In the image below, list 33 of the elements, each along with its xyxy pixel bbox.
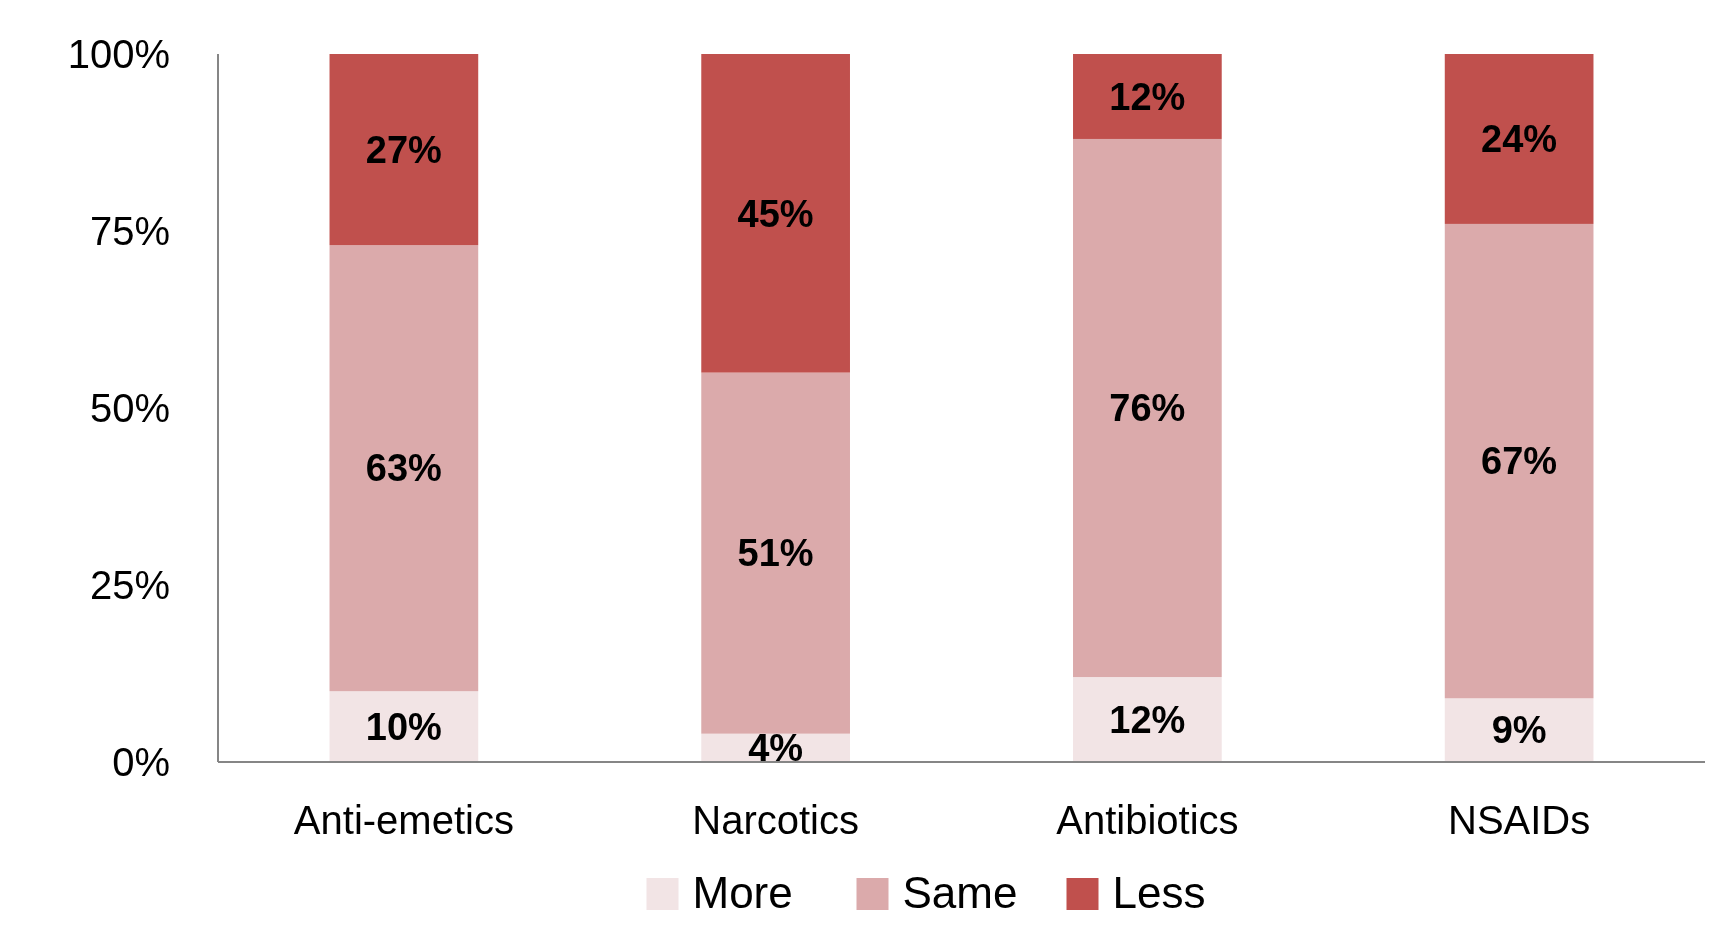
bar	[1073, 54, 1222, 139]
data-label: 10%	[365, 705, 442, 748]
y-tick-label: 0%	[112, 740, 170, 784]
legend-label: More	[692, 868, 793, 917]
x-tick-label: Narcotics	[692, 798, 859, 842]
data-label: 9%	[1491, 709, 1547, 752]
y-tick-label: 25%	[89, 563, 170, 607]
bar	[1073, 138, 1222, 678]
y-tick-label: 75%	[89, 209, 170, 253]
data-label: 12%	[1109, 698, 1186, 741]
bar	[329, 54, 479, 246]
bar	[701, 372, 850, 734]
legend-label: Same	[902, 868, 1018, 917]
bar	[701, 54, 850, 373]
bar	[329, 245, 479, 692]
bar	[1444, 223, 1594, 699]
data-label: 51%	[737, 532, 814, 575]
legend-label: Less	[1112, 868, 1206, 917]
y-tick-label: 100%	[67, 32, 170, 76]
x-tick-label: Anti-emetics	[293, 798, 514, 842]
x-tick-label: NSAIDs	[1448, 798, 1591, 842]
data-label: 12%	[1109, 75, 1186, 118]
bar	[1444, 54, 1594, 224]
data-label: 76%	[1109, 387, 1186, 430]
data-label: 24%	[1481, 118, 1558, 161]
data-label: 27%	[365, 128, 442, 171]
x-tick-label: Antibiotics	[1056, 798, 1239, 842]
data-label: 67%	[1481, 440, 1558, 483]
bar	[1073, 677, 1222, 762]
y-tick-label: 50%	[89, 386, 170, 430]
data-label: 4%	[748, 727, 804, 770]
data-label: 45%	[737, 192, 814, 235]
data-label: 63%	[365, 447, 442, 490]
